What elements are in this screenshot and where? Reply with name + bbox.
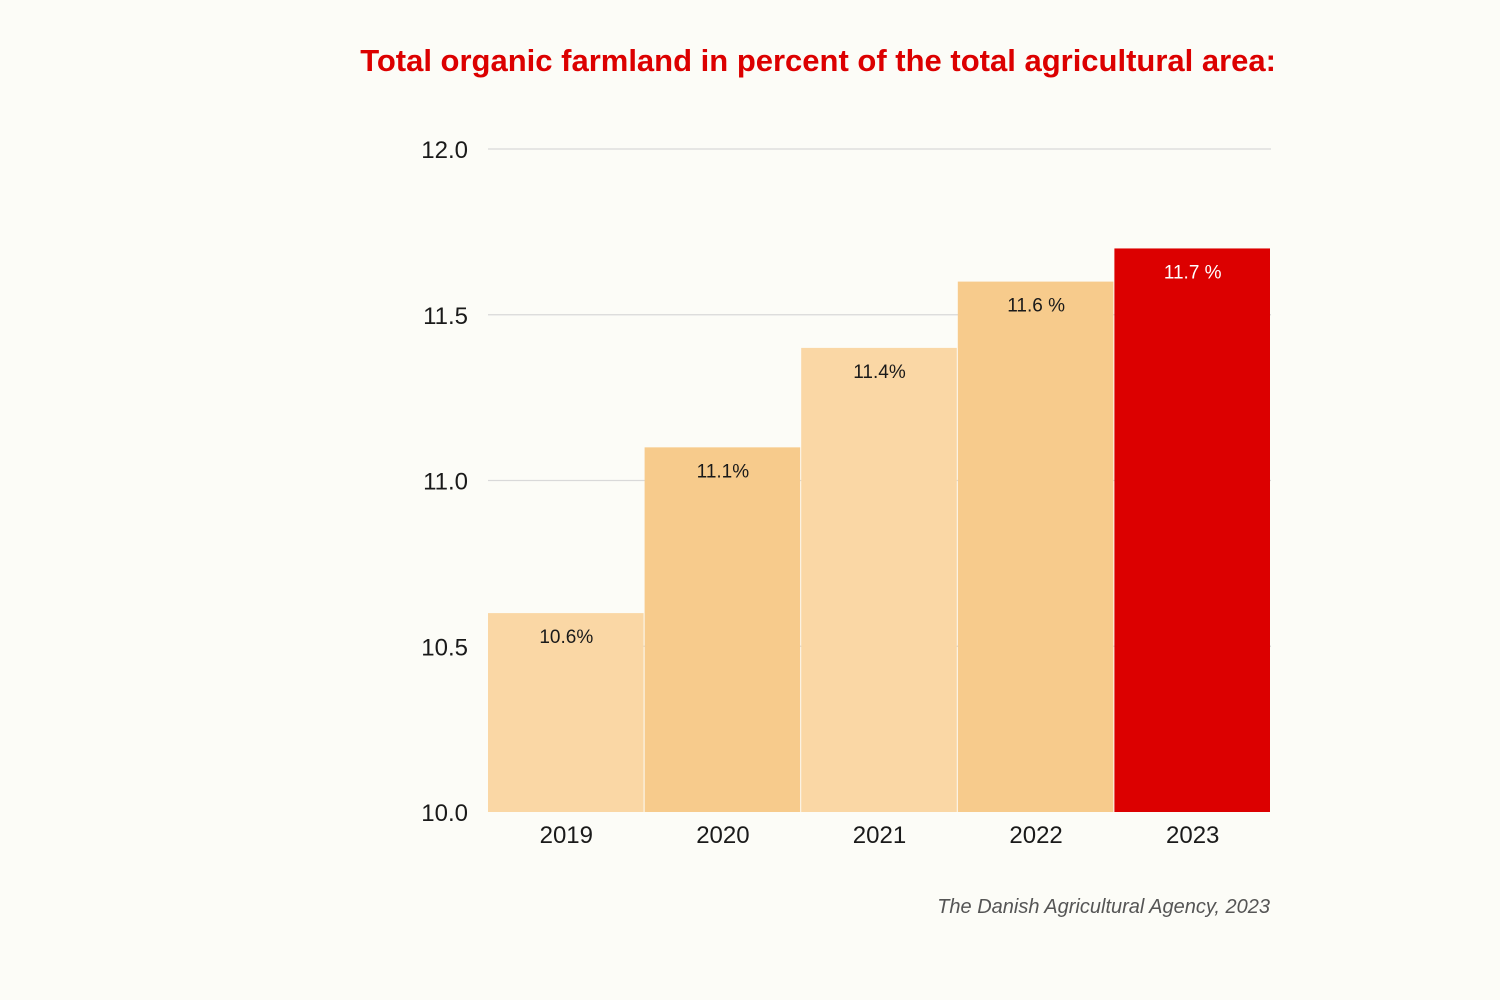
bar-2022 — [957, 281, 1114, 813]
y-axis-ticks: 10.0 10.5 11.0 11.5 12.0 — [421, 137, 468, 827]
x-tick-label-2023: 2023 — [1166, 822, 1219, 849]
x-tick-label-2019: 2019 — [540, 822, 593, 849]
bar-2023 — [1114, 248, 1270, 812]
y-tick-label: 12.0 — [421, 137, 468, 164]
data-label-2019: 10.6% — [539, 627, 593, 648]
chart-title: Total organic farmland in percent of the… — [360, 43, 1276, 78]
bars: 10.6% 11.1% 11.4% 11.6 % 11.7 % — [488, 248, 1270, 813]
data-label-2021: 11.4% — [853, 362, 906, 383]
data-label-2020: 11.1% — [697, 461, 750, 482]
data-label-2023: 11.7 % — [1164, 262, 1222, 283]
source-note: The Danish Agricultural Agency, 2023 — [937, 896, 1270, 918]
x-tick-label-2021: 2021 — [853, 822, 906, 849]
y-tick-label: 11.5 — [423, 303, 468, 330]
y-tick-label: 11.0 — [423, 469, 468, 496]
x-axis-ticks: 2019 2020 2021 2022 2023 — [540, 822, 1220, 849]
y-tick-label: 10.0 — [421, 800, 468, 827]
x-tick-label-2020: 2020 — [696, 822, 749, 849]
bar-2020 — [644, 447, 801, 812]
y-tick-label: 10.5 — [421, 634, 468, 661]
data-label-2022: 11.6 % — [1007, 296, 1065, 317]
bar-2019 — [488, 613, 644, 812]
x-tick-label-2022: 2022 — [1009, 822, 1062, 849]
bar-2021 — [801, 347, 957, 812]
